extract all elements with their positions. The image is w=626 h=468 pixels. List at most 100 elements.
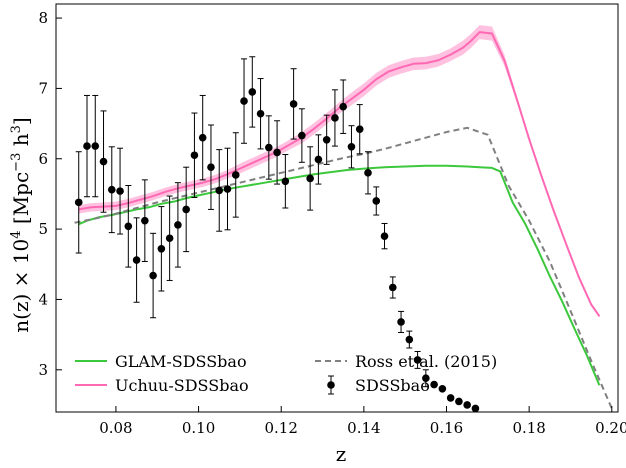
point-marker xyxy=(471,404,480,412)
data-point xyxy=(306,146,314,211)
point-marker xyxy=(74,198,83,207)
x-tick-label: 0.18 xyxy=(512,419,545,437)
point-marker xyxy=(149,271,157,280)
data-point xyxy=(182,166,190,253)
point-marker xyxy=(372,197,381,205)
point-marker xyxy=(347,143,356,151)
data-point xyxy=(83,94,91,198)
uchuu-sdssbao-line xyxy=(78,31,601,317)
point-marker xyxy=(314,155,323,164)
data-point xyxy=(174,182,182,268)
legend-item-sdssbao: SDSSbao xyxy=(327,375,430,395)
point-marker xyxy=(355,125,364,134)
data-point xyxy=(215,149,224,232)
data-point xyxy=(248,56,257,128)
point-marker xyxy=(463,401,471,409)
data-point xyxy=(190,112,199,198)
data-point xyxy=(430,380,438,389)
point-marker xyxy=(364,169,372,177)
data-point xyxy=(157,206,166,292)
point-marker xyxy=(339,102,347,111)
data-point xyxy=(471,404,480,412)
data-point xyxy=(298,108,306,163)
point-marker xyxy=(289,100,298,108)
x-tick-label: 0.16 xyxy=(430,419,463,437)
data-point xyxy=(380,222,389,250)
point-marker xyxy=(215,186,224,195)
plot-frame xyxy=(55,3,619,413)
legend-item-ross-et-al-2015: Ross et al. (2015) xyxy=(315,352,497,371)
point-marker xyxy=(223,185,232,193)
data-point xyxy=(223,147,232,231)
y-tick-label: 3 xyxy=(38,361,48,379)
data-point xyxy=(124,184,133,268)
data-point xyxy=(289,68,298,140)
data-point xyxy=(438,384,447,393)
x-tick-label: 0.20 xyxy=(595,419,626,437)
point-marker xyxy=(256,109,265,118)
point-marker xyxy=(190,151,199,160)
data-point xyxy=(116,147,124,235)
point-marker xyxy=(157,245,166,253)
point-marker xyxy=(306,174,314,183)
data-point xyxy=(397,310,405,334)
y-tick-label: 7 xyxy=(38,79,48,97)
data-point xyxy=(347,125,356,169)
data-point xyxy=(256,78,265,150)
point-marker xyxy=(231,171,240,179)
point-marker xyxy=(397,318,405,326)
legend-label: Uchuu-SDSSbao xyxy=(115,376,249,395)
point-marker xyxy=(182,205,190,214)
y-tick-label: 6 xyxy=(38,150,48,168)
point-marker xyxy=(174,221,182,229)
data-point xyxy=(339,79,347,134)
data-point xyxy=(355,104,364,155)
point-marker xyxy=(298,131,306,140)
x-tick-label: 0.14 xyxy=(347,419,380,437)
legend-marker xyxy=(327,381,335,389)
data-point xyxy=(198,94,207,181)
y-tick-label: 4 xyxy=(38,290,48,308)
x-tick-label: 0.10 xyxy=(182,419,215,437)
point-marker xyxy=(107,185,116,194)
data-point xyxy=(422,369,430,388)
data-point xyxy=(364,151,372,195)
data-point xyxy=(463,401,471,409)
point-marker xyxy=(430,380,438,389)
data-point xyxy=(281,154,290,209)
data-point xyxy=(446,394,455,402)
point-marker xyxy=(331,114,339,122)
point-marker xyxy=(380,232,389,240)
data-point xyxy=(322,114,331,165)
point-marker xyxy=(265,143,273,152)
data-point xyxy=(91,94,100,198)
point-marker xyxy=(99,157,108,166)
point-marker xyxy=(322,135,331,144)
data-point xyxy=(413,351,422,369)
y-tick-label: 5 xyxy=(38,220,48,238)
data-point xyxy=(99,110,108,213)
data-point xyxy=(74,151,83,254)
data-point xyxy=(165,195,174,281)
data-point xyxy=(132,217,141,303)
ticks-layer: 0.08 0.10 0.12 0.14 0.16 0.18 0.20 3 4 5 6 7 8 xyxy=(38,9,626,437)
legend-label: GLAM-SDSSbao xyxy=(115,352,247,371)
point-marker xyxy=(413,356,422,364)
data-point xyxy=(455,397,463,406)
point-marker xyxy=(405,335,414,344)
data-point xyxy=(141,179,149,262)
data-point xyxy=(265,115,273,180)
glam-sdssbao-line xyxy=(78,164,601,386)
legend: GLAM-SDSSbao Uchuu-SDSSbao Ross et al. (20… xyxy=(75,352,497,395)
point-marker xyxy=(422,374,430,383)
point-marker xyxy=(141,216,149,225)
point-marker xyxy=(240,97,248,105)
legend-label: Ross et al. (2015) xyxy=(355,352,497,371)
x-tick-label: 0.12 xyxy=(265,419,298,437)
point-marker xyxy=(281,177,290,186)
y-axis-label: n(z) × 104 [Mpc−3 h3] xyxy=(9,117,33,332)
data-point xyxy=(405,330,414,349)
legend-item-uchuu-sdssbao: Uchuu-SDSSbao xyxy=(75,376,249,395)
data-point xyxy=(149,232,157,319)
